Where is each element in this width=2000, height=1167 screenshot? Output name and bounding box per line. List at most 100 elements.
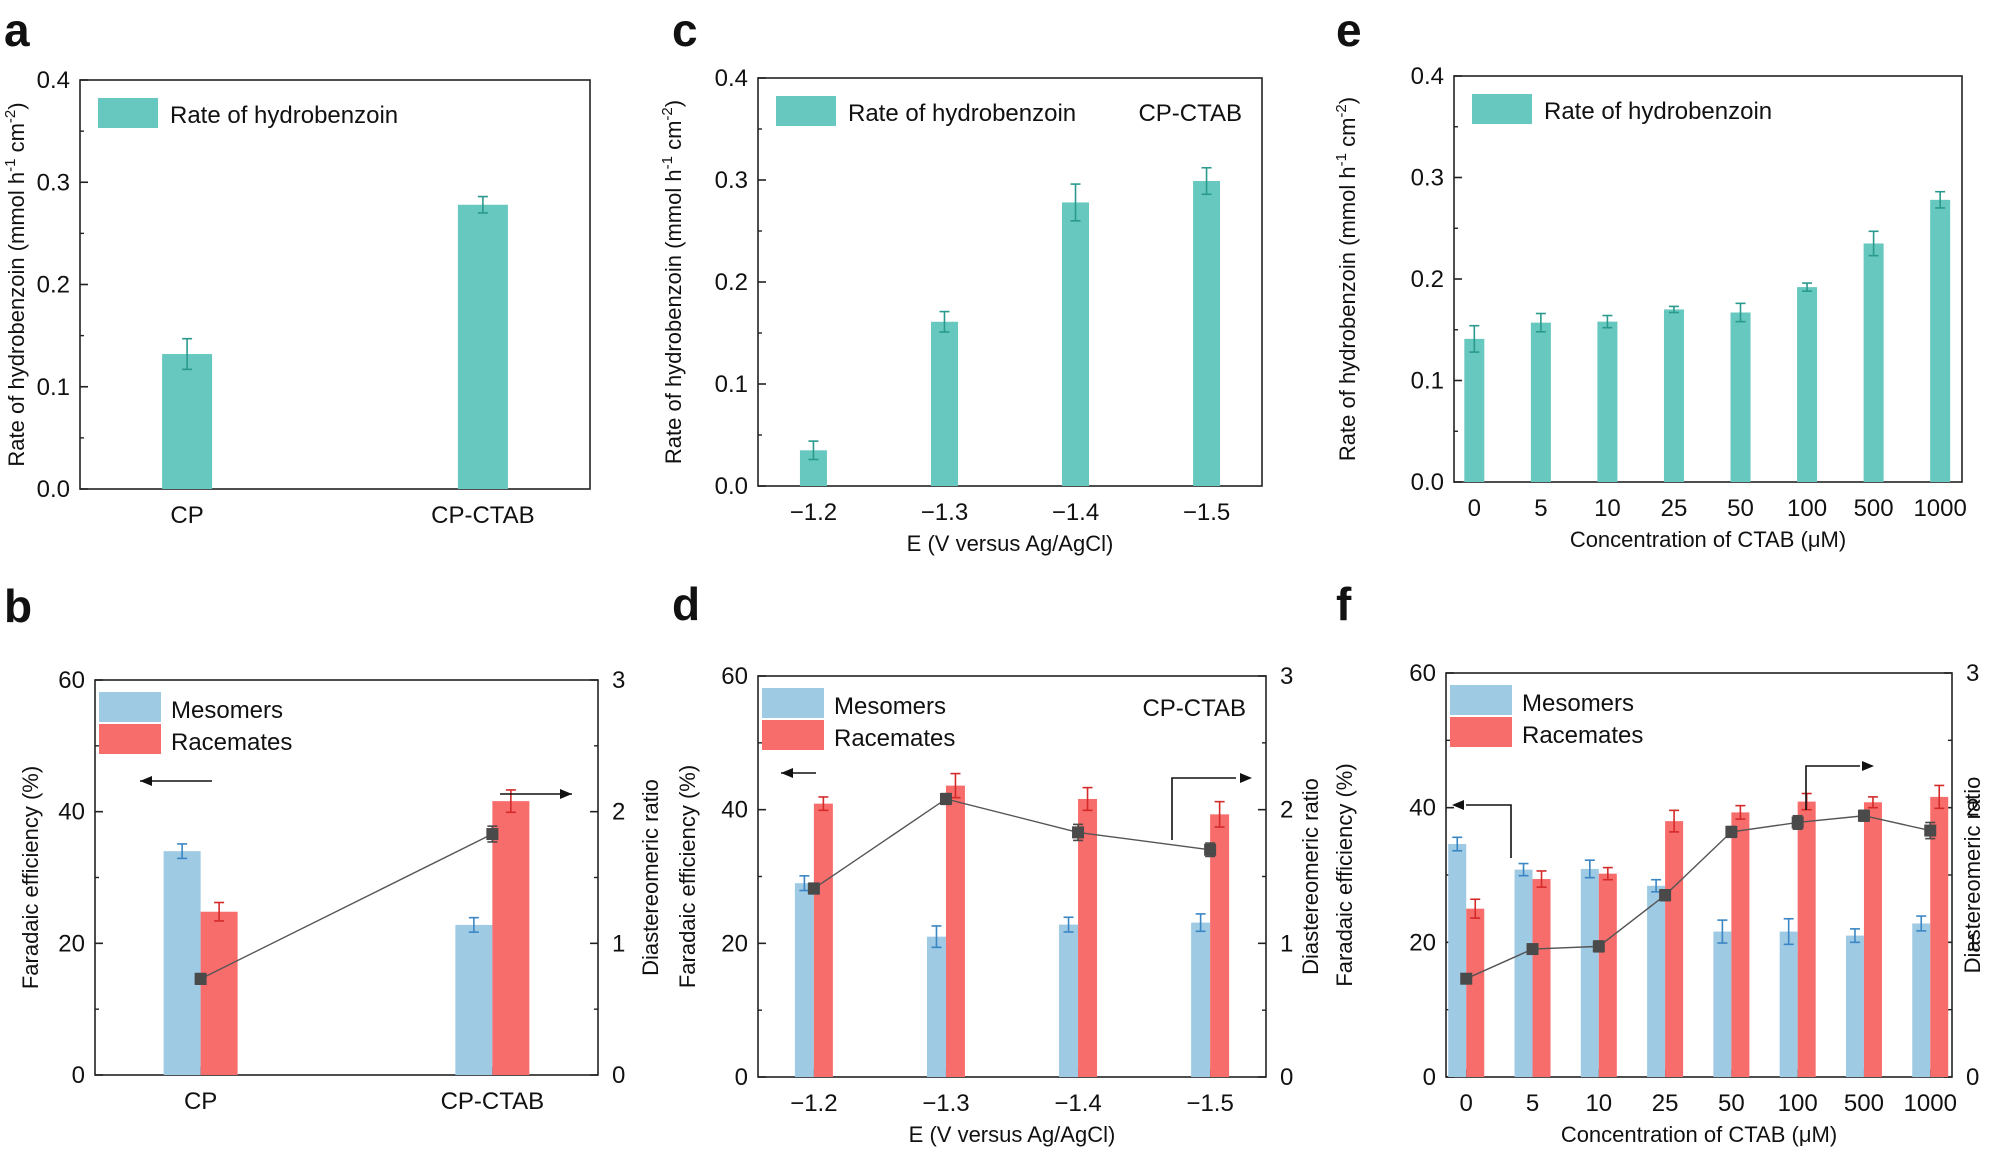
panel-f-x-tick-label: 50	[1718, 1090, 1745, 1117]
panel-f-bar-racemates	[1797, 801, 1816, 1077]
panel-e-x-tick-label: 100	[1787, 495, 1827, 522]
panel-d-bar-mesomers	[1191, 922, 1211, 1077]
panel-f-legend-label-mesomers: Mesomers	[1522, 690, 1634, 717]
panel-a-axes-frame	[79, 79, 591, 490]
panel-b-y-tick-label: 20	[58, 930, 85, 957]
panel-f-y-tick-label: 20	[1409, 929, 1436, 956]
panel-f-x-tick-label: 500	[1844, 1090, 1884, 1117]
panel-e-y-tick-label: 0.0	[1411, 469, 1444, 496]
panel-d-ratio-point	[807, 882, 820, 895]
panel-e-x-tick-label: 5	[1534, 495, 1547, 522]
panel-c-annotation: CP-CTAB	[1138, 100, 1242, 127]
panel-b-arrowhead	[560, 789, 572, 799]
panel-a-y-axis-title: Rate of hydrobenzoin (mmol h-1 cm-2)	[2, 102, 29, 466]
panel-c-bar	[1193, 181, 1221, 486]
panel-d-y-tick-label: 60	[721, 663, 748, 690]
panel-f-x-tick-label: 10	[1585, 1090, 1612, 1117]
panel-f-y-tick-label: 40	[1409, 795, 1436, 822]
panel-e-bar	[1597, 321, 1618, 482]
panel-b-y-tick-label: 0	[72, 1062, 85, 1089]
panel-b-bar-racemates	[200, 911, 238, 1075]
panel-f-axis-arrow	[1805, 765, 1860, 810]
panel-f-bar-racemates	[1598, 873, 1617, 1077]
panel-f-x-axis-title: Concentration of CTAB (μM)	[1561, 1122, 1837, 1147]
panel-d-y-tick-label: 40	[721, 797, 748, 824]
panel-d-bar-racemates	[945, 785, 965, 1077]
panel-d-legend-label-racemates: Racemates	[834, 725, 955, 752]
panel-c-bar	[930, 321, 958, 486]
panel-a-y-tick-label: 0.4	[37, 67, 70, 94]
panel-a: a 0.0 0.1 0.2 0.3 0.4 CP CP-CTAB Rate of hydrobe…	[2, 4, 591, 529]
panel-e-legend-swatch	[1472, 94, 1532, 124]
panel-b-label: b	[4, 580, 32, 632]
panel-b-ratio-point	[194, 972, 207, 985]
panel-e-bar	[1530, 322, 1551, 482]
panel-d-y2-tick-label: 1	[1280, 930, 1293, 957]
panel-d-x-tick-label: −1.5	[1186, 1090, 1233, 1117]
panel-f-ratio-point	[1857, 809, 1870, 822]
panel-e-x-tick-label: 10	[1594, 495, 1621, 522]
panel-c-y-axis-title: Rate of hydrobenzoin (mmol h-1 cm-2)	[659, 100, 686, 464]
panel-c-x-tick-label: −1.4	[1052, 499, 1099, 526]
panel-f-y-tick-label: 0	[1423, 1064, 1436, 1091]
panel-b-ratio-point	[486, 828, 499, 841]
panel-e-x-axis-title: Concentration of CTAB (μM)	[1570, 527, 1846, 552]
panel-b-y-tick-label: 40	[58, 799, 85, 826]
panel-f-ratio-point	[1791, 816, 1804, 829]
panel-b-bar-mesomers	[455, 924, 493, 1075]
panel-d-x-tick-label: −1.2	[790, 1090, 837, 1117]
panel-f-ratio-point	[1725, 825, 1738, 838]
panel-f-y-axis-title: Faradaic efficiency (%)	[1332, 763, 1357, 986]
panel-f-legend-swatch-racemates	[1450, 717, 1512, 747]
panel-f-y-tick-label: 60	[1409, 660, 1436, 687]
panel-a-legend-label: Rate of hydrobenzoin	[170, 102, 398, 129]
panel-f-y2-tick-label: 3	[1966, 660, 1979, 687]
panel-a-y-tick-label: 0.3	[37, 169, 70, 196]
panel-b-legend-swatch-racemates	[99, 724, 161, 754]
panel-f-bar-mesomers	[1448, 844, 1467, 1077]
panel-f-ratio-point	[1526, 943, 1539, 956]
panel-d-bar-racemates	[1078, 798, 1098, 1077]
panel-b-y2-tick-label: 0	[612, 1062, 625, 1089]
panel-e-bar	[1464, 338, 1485, 482]
panel-d-y-tick-label: 20	[721, 930, 748, 957]
panel-f-ratio-point	[1659, 889, 1672, 902]
panel-d-bar-mesomers	[794, 883, 814, 1077]
panel-d-y2-tick-label: 2	[1280, 797, 1293, 824]
panel-f-y2-tick-label: 1	[1966, 929, 1979, 956]
panel-f-x-tick-label: 100	[1778, 1090, 1818, 1117]
panel-b-x-tick-label: CP	[184, 1088, 217, 1115]
panel-a-x-tick-label: CP-CTAB	[431, 502, 535, 529]
panel-d-ratio-point	[939, 792, 952, 805]
panel-b-legend-label-racemates: Racemates	[171, 729, 292, 756]
panel-f-y2-tick-label: 2	[1966, 795, 1979, 822]
panel-f-ratio-point	[1592, 940, 1605, 953]
panel-f-x-tick-label: 1000	[1904, 1090, 1957, 1117]
panel-d-y-tick-label: 0	[735, 1064, 748, 1091]
panel-d-label: d	[672, 578, 700, 630]
panel-e-bar	[1930, 199, 1951, 482]
panel-f-ratio-point	[1924, 824, 1937, 837]
panel-b-x-tick-label: CP-CTAB	[441, 1088, 545, 1115]
panel-c-y-tick-label: 0.1	[715, 371, 748, 398]
panel-b-bar-racemates	[492, 801, 530, 1075]
panel-f-arrowhead	[1862, 761, 1874, 771]
panel-d-y2-tick-label: 0	[1280, 1064, 1293, 1091]
panel-b-ratio-line	[200, 833, 493, 980]
panel-f-bar-mesomers	[1580, 868, 1599, 1077]
panel-d-legend-swatch-mesomers	[762, 688, 824, 718]
panel-f-arrowhead	[1452, 800, 1464, 810]
panel-c-y-tick-label: 0.2	[715, 269, 748, 296]
panel-c-x-axis-title: E (V versus Ag/AgCl)	[907, 531, 1114, 556]
panel-a-label: a	[4, 4, 30, 56]
panel-a-bar	[162, 354, 213, 489]
panel-f-ratio-point	[1460, 972, 1473, 985]
panel-d-legend-label-mesomers: Mesomers	[834, 693, 946, 720]
panel-b-y2-tick-label: 2	[612, 799, 625, 826]
panel-a-y-tick-label: 0.0	[37, 476, 70, 503]
panel-f-bar-mesomers	[1845, 935, 1864, 1077]
panel-f-ratio-line	[1465, 815, 1931, 980]
panel-f-bar-racemates	[1665, 821, 1684, 1077]
panel-d-ratio-line	[813, 798, 1211, 890]
